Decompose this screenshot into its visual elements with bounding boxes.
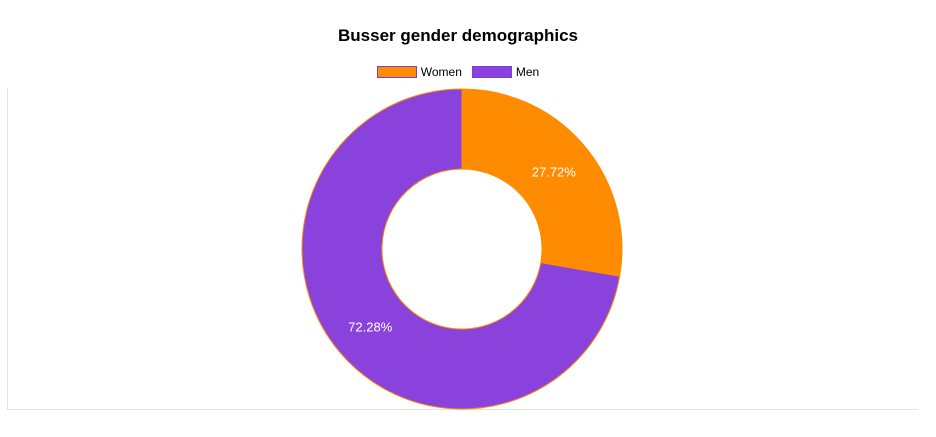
legend-swatch-women: [376, 66, 417, 78]
slice-women-label: 27.72%: [532, 165, 577, 180]
legend-item-men[interactable]: Men: [471, 65, 540, 79]
slice-women[interactable]: [461, 88, 623, 277]
slice-men-label: 72.28%: [348, 319, 393, 334]
chart-legend: Women Men: [0, 65, 916, 79]
legend-item-women[interactable]: Women: [376, 65, 462, 79]
legend-label-men: Men: [515, 65, 540, 79]
slice-men[interactable]: [301, 88, 621, 410]
legend-swatch-men: [471, 66, 512, 78]
legend-label-women: Women: [420, 65, 462, 79]
chart-title: Busser gender demographics: [338, 26, 578, 45]
